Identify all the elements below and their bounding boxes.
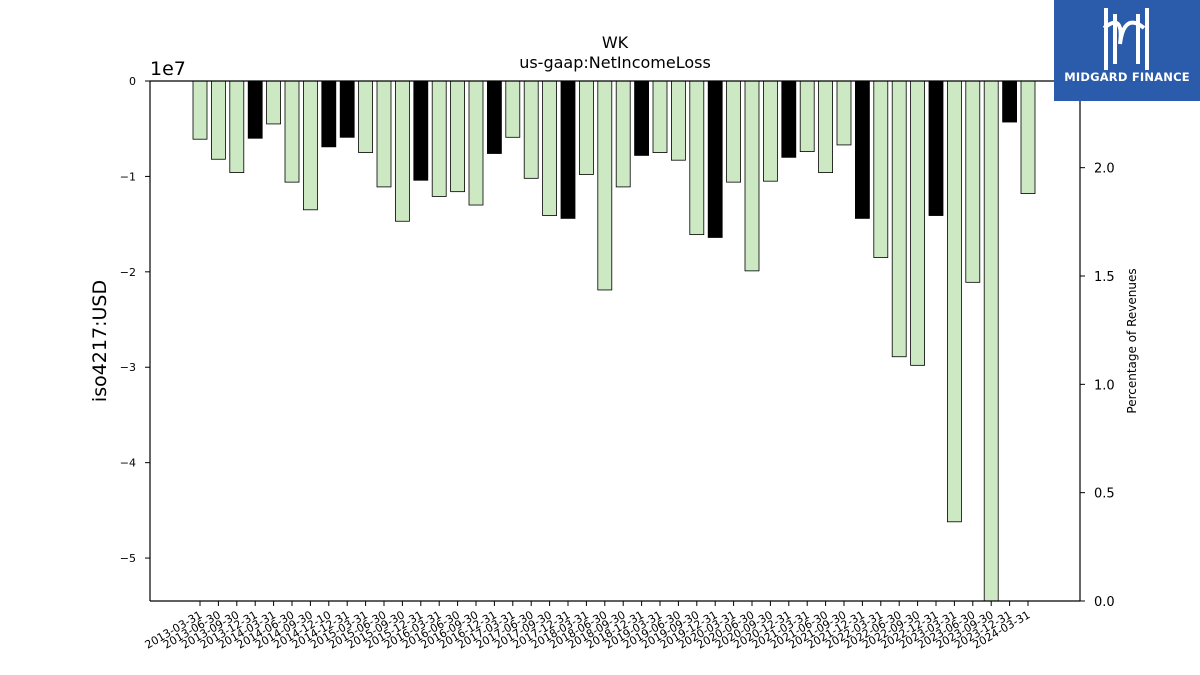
x-ticks-group: 2013-03-312013-06-302013-09-302013-12-31… <box>143 601 1033 652</box>
bar <box>431 80 447 197</box>
bar <box>781 80 797 158</box>
bar <box>983 80 999 602</box>
bar <box>689 80 705 236</box>
y-ticks-group: 0 −1 −2 −3 −4 −5 <box>120 75 150 565</box>
y2-axis-label: Percentage of Revenues <box>1125 268 1139 413</box>
bar <box>910 80 925 366</box>
bar <box>579 80 594 175</box>
bar <box>1020 80 1036 194</box>
bar <box>302 80 318 211</box>
bar <box>873 80 889 258</box>
y2-tick-label: 0.0 <box>1094 595 1115 610</box>
chart-title: WK <box>602 33 629 52</box>
bar <box>284 80 300 183</box>
bar <box>376 80 392 188</box>
bar <box>413 80 429 181</box>
bar <box>339 80 355 138</box>
bar <box>744 80 760 272</box>
y-tick-label: −1 <box>120 170 136 183</box>
y-offset-label: 1e7 <box>150 58 186 80</box>
chart-subtitle: us-gaap:NetIncomeLoss <box>519 53 711 72</box>
bar <box>210 80 226 160</box>
logo: MIDGARD FINANCE <box>1054 0 1200 101</box>
bar <box>652 80 668 153</box>
bar <box>965 80 981 283</box>
bar <box>726 80 741 183</box>
bar <box>468 80 484 206</box>
y2-tick-label: 1.5 <box>1094 270 1115 285</box>
bar <box>707 80 723 238</box>
bar <box>394 80 410 222</box>
bar <box>321 80 337 148</box>
bar <box>505 80 521 138</box>
logo-mark-icon <box>1102 8 1149 70</box>
bars-group <box>192 80 1036 602</box>
bar <box>855 80 870 219</box>
bar <box>229 80 245 173</box>
bar <box>928 80 944 216</box>
bar <box>560 80 576 219</box>
bar <box>818 80 833 173</box>
bar <box>450 80 466 193</box>
bar <box>836 80 852 146</box>
bar <box>192 80 208 140</box>
y-axis-label: iso4217:USD <box>89 280 111 402</box>
bar <box>1002 80 1017 123</box>
y-tick-label: −2 <box>120 266 136 279</box>
bar <box>266 80 282 125</box>
y2-tick-label: 2.0 <box>1094 162 1115 177</box>
logo-name: MIDGARD FINANCE <box>1064 70 1190 84</box>
bar <box>615 80 631 188</box>
bar <box>247 80 263 139</box>
y-tick-label: −3 <box>120 361 136 374</box>
y-tick-label: 0 <box>129 75 136 88</box>
bar <box>799 80 815 153</box>
y2-ticks-group: 0.0 0.5 1.0 1.5 2.0 <box>1080 162 1115 610</box>
bar <box>891 80 907 358</box>
y-tick-label: −5 <box>120 552 136 565</box>
y2-tick-label: 1.0 <box>1094 378 1115 393</box>
bar <box>542 80 557 216</box>
y-tick-label: −4 <box>120 457 136 470</box>
bar <box>358 80 374 153</box>
bar <box>671 80 686 161</box>
bar <box>486 80 502 154</box>
bar <box>947 80 962 523</box>
bar <box>597 80 613 291</box>
bar <box>763 80 778 182</box>
y2-tick-label: 0.5 <box>1094 487 1115 502</box>
bar <box>634 80 649 156</box>
bar <box>523 80 539 179</box>
